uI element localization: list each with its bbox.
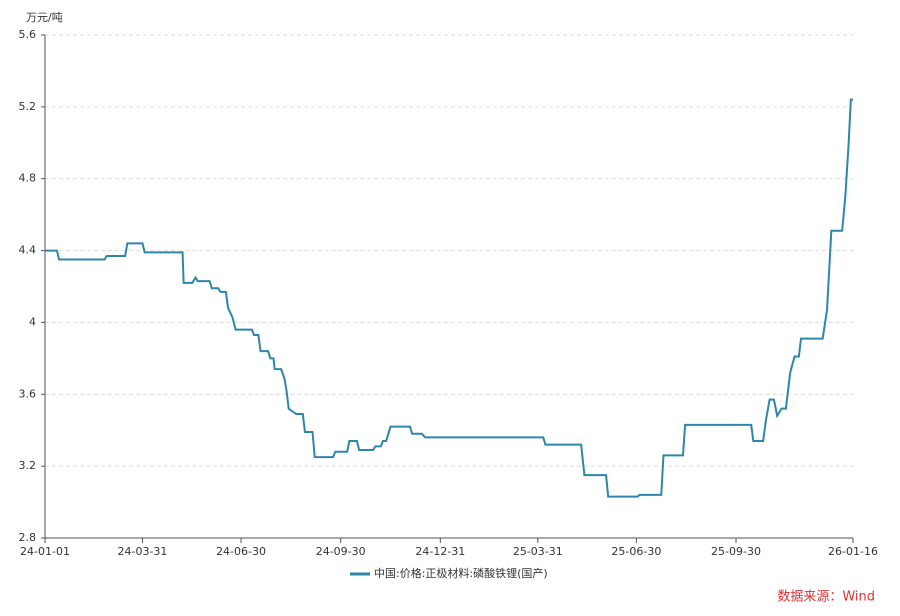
y-tick-label: 4.4 bbox=[19, 244, 37, 257]
x-tick-label: 25-09-30 bbox=[711, 545, 761, 558]
y-tick-label: 5.6 bbox=[19, 28, 37, 41]
legend-label: 中国:价格:正极材料:磷酸铁锂(国产) bbox=[374, 566, 548, 580]
x-tick-label: 24-03-31 bbox=[118, 545, 168, 558]
y-tick-label: 5.2 bbox=[19, 100, 37, 113]
x-tick-label: 26-01-16 bbox=[828, 545, 878, 558]
data-line bbox=[45, 98, 853, 498]
y-tick-label: 2.8 bbox=[19, 531, 37, 544]
x-tick-label: 25-06-30 bbox=[611, 545, 661, 558]
y-tick-label: 3.6 bbox=[19, 387, 37, 400]
y-tick-label: 3.2 bbox=[19, 459, 37, 472]
y-tick-label: 4 bbox=[29, 315, 36, 328]
y-tick-label: 4.8 bbox=[19, 172, 37, 185]
x-tick-label: 24-06-30 bbox=[216, 545, 266, 558]
x-tick-label: 24-09-30 bbox=[316, 545, 366, 558]
y-axis-unit: 万元/吨 bbox=[26, 11, 63, 24]
x-tick-label: 24-01-01 bbox=[20, 545, 70, 558]
source-note: 数据来源：Wind bbox=[777, 590, 875, 605]
x-tick-label: 24-12-31 bbox=[415, 545, 465, 558]
x-tick-label: 25-03-31 bbox=[513, 545, 563, 558]
